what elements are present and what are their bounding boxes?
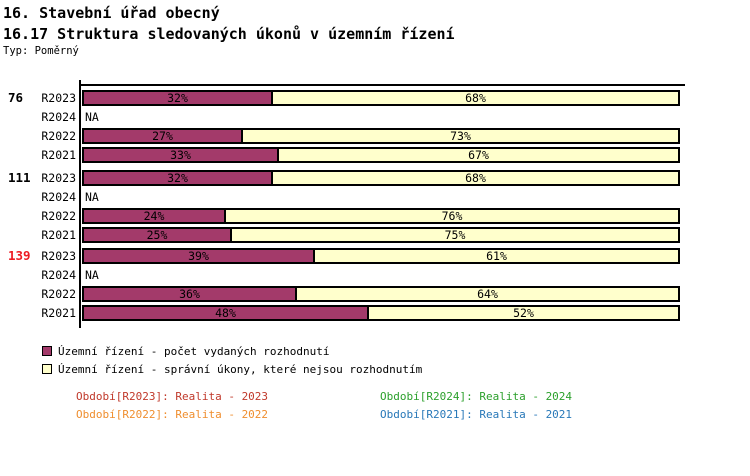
y-axis-line (79, 80, 81, 328)
page-title: 16. Stavební úřad obecný (3, 4, 220, 22)
segment-other: 75% (230, 227, 680, 243)
segment-decisions: 33% (82, 147, 279, 163)
segment-value-label: 52% (513, 306, 534, 320)
legend-label: Územní řízení - správní úkony, které nej… (58, 363, 423, 376)
segment-other: 64% (295, 286, 680, 302)
segment-value-label: 64% (477, 287, 498, 301)
legend-swatch (42, 346, 52, 356)
row-period-label: R2022 (41, 287, 76, 301)
segment-decisions: 36% (82, 286, 297, 302)
row-period-label: R2023 (41, 171, 76, 185)
segment-value-label: 61% (486, 249, 507, 263)
segment-value-label: 67% (468, 148, 489, 162)
na-label: NA (85, 268, 99, 282)
top-axis-line (79, 84, 685, 86)
segment-decisions: 32% (82, 170, 273, 186)
segment-value-label: 76% (441, 209, 463, 223)
row-period-label: R2023 (41, 91, 76, 105)
group-total-label: 111 (8, 170, 31, 185)
group-total-label: 76 (8, 90, 24, 105)
row-period-label: R2023 (41, 249, 76, 263)
row-period-label: R2021 (41, 306, 76, 320)
segment-decisions: 32% (82, 90, 273, 106)
segment-value-label: 33% (170, 148, 191, 162)
caption-item: Období[R2023]: Realita - 2023 (76, 390, 269, 403)
row-period-label: R2022 (41, 129, 76, 143)
legend-swatch (42, 364, 52, 374)
na-label: NA (85, 110, 99, 124)
legend-label: Územní řízení - počet vydaných rozhodnut… (58, 345, 330, 358)
segment-value-label: 32% (167, 171, 188, 185)
segment-value-label: 32% (167, 91, 188, 105)
segment-value-label: 27% (152, 129, 173, 143)
row-period-label: R2024 (41, 190, 76, 204)
segment-value-label: 36% (179, 287, 200, 301)
segment-other: 68% (271, 170, 680, 186)
segment-value-label: 68% (465, 91, 486, 105)
segment-other: 73% (241, 128, 680, 144)
segment-other: 52% (367, 305, 680, 321)
segment-value-label: 75% (444, 228, 466, 242)
caption-item: Období[R2021]: Realita - 2021 (380, 408, 573, 421)
na-label: NA (85, 190, 99, 204)
segment-other: 68% (271, 90, 680, 106)
segment-value-label: 24% (143, 209, 165, 223)
segment-other: 76% (224, 208, 680, 224)
segment-decisions: 24% (82, 208, 226, 224)
caption-item: Období[R2022]: Realita - 2022 (76, 408, 269, 421)
segment-other: 67% (277, 147, 680, 163)
chart-type-label: Typ: Poměrný (3, 45, 79, 57)
page-subtitle: 16.17 Struktura sledovaných úkonů v územ… (3, 25, 455, 43)
segment-decisions: 27% (82, 128, 243, 144)
segment-value-label: 48% (215, 306, 236, 320)
row-period-label: R2022 (41, 209, 76, 223)
segment-value-label: 68% (465, 171, 486, 185)
caption-item: Období[R2024]: Realita - 2024 (380, 390, 573, 403)
segment-decisions: 25% (82, 227, 232, 243)
segment-decisions: 48% (82, 305, 369, 321)
row-period-label: R2021 (41, 148, 76, 162)
segment-other: 61% (313, 248, 680, 264)
segment-value-label: 39% (188, 249, 209, 263)
row-period-label: R2024 (41, 268, 76, 282)
segment-decisions: 39% (82, 248, 315, 264)
group-total-label: 139 (8, 248, 31, 263)
row-period-label: R2021 (41, 228, 76, 242)
segment-value-label: 25% (146, 228, 168, 242)
segment-value-label: 73% (450, 129, 471, 143)
row-period-label: R2024 (41, 110, 76, 124)
